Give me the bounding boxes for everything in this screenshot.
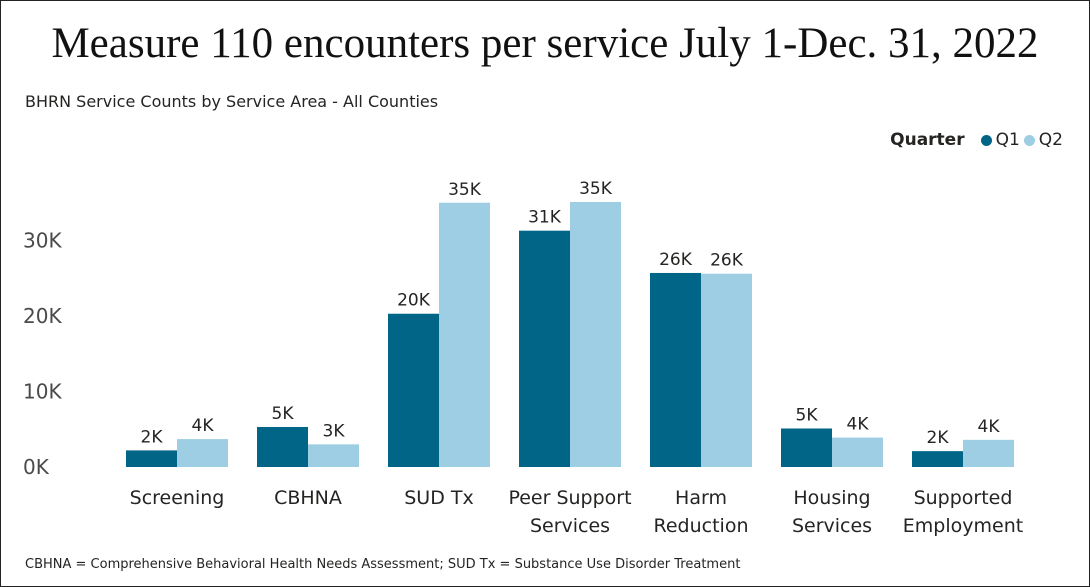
legend-label-q1: Q1 <box>995 130 1020 150</box>
x-tick-label: Harm <box>675 487 727 509</box>
data-label: 35K <box>448 180 482 200</box>
data-label: 26K <box>710 251 744 271</box>
data-label: 5K <box>272 404 295 424</box>
y-tick-label: 10K <box>23 380 62 404</box>
data-label: 31K <box>528 208 562 228</box>
data-label: 5K <box>796 405 819 425</box>
legend-label-q2: Q2 <box>1038 130 1063 150</box>
data-label: 2K <box>927 428 950 448</box>
x-tick-label: Services <box>792 515 872 537</box>
bar-q2 <box>177 439 228 467</box>
x-tick-label: Housing <box>793 487 870 509</box>
chart-subtitle: BHRN Service Counts by Service Area - Al… <box>25 92 439 111</box>
x-tick-label: Employment <box>903 515 1023 537</box>
legend: Quarter Q1 Q2 <box>890 130 1063 150</box>
legend-item-q1[interactable]: Q1 <box>980 130 1020 150</box>
bar-q1 <box>650 272 701 467</box>
data-label: 35K <box>579 179 613 199</box>
y-tick-label: 0K <box>23 455 50 479</box>
bar-q1 <box>257 426 308 467</box>
bar-chart: 0K 10K 20K 30K 2K 4K Screening 5K 3K CBHNA 20K 35K S… <box>23 179 1023 537</box>
bar-q2 <box>439 202 490 467</box>
bar-q1 <box>519 230 570 467</box>
y-tick-label: 20K <box>23 304 62 328</box>
footnote: CBHNA = Comprehensive Behavioral Health … <box>25 557 741 572</box>
bar-q1 <box>781 428 832 467</box>
bar-q2 <box>570 201 621 467</box>
legend-dot-q2-icon <box>1023 134 1035 146</box>
page-title: Measure 110 encounters per service July … <box>51 20 1039 67</box>
bar-q1 <box>912 451 963 467</box>
legend-title: Quarter <box>890 130 965 150</box>
y-tick-label: 30K <box>23 229 62 253</box>
bar-q1 <box>126 450 177 467</box>
legend-item-q2[interactable]: Q2 <box>1023 130 1063 150</box>
bar-q2 <box>308 444 359 467</box>
x-tick-label: Reduction <box>654 515 749 537</box>
data-label: 3K <box>323 421 346 441</box>
data-label: 4K <box>192 416 215 436</box>
x-tick-label: Supported <box>914 487 1013 509</box>
x-tick-label: Services <box>530 515 610 537</box>
data-label: 4K <box>847 415 870 435</box>
bar-q2 <box>832 437 883 467</box>
x-tick-label: Peer Support <box>508 487 631 509</box>
x-tick-label: SUD Tx <box>404 487 474 509</box>
bar-q2 <box>963 439 1014 467</box>
legend-dot-q1-icon <box>980 134 992 146</box>
data-label: 26K <box>659 250 693 270</box>
data-label: 20K <box>397 291 431 311</box>
data-label: 2K <box>141 427 164 447</box>
x-tick-label: Screening <box>130 487 225 509</box>
x-tick-label: CBHNA <box>274 487 342 509</box>
bar-q1 <box>388 313 439 467</box>
bar-q2 <box>701 273 752 467</box>
data-label: 4K <box>978 417 1001 437</box>
